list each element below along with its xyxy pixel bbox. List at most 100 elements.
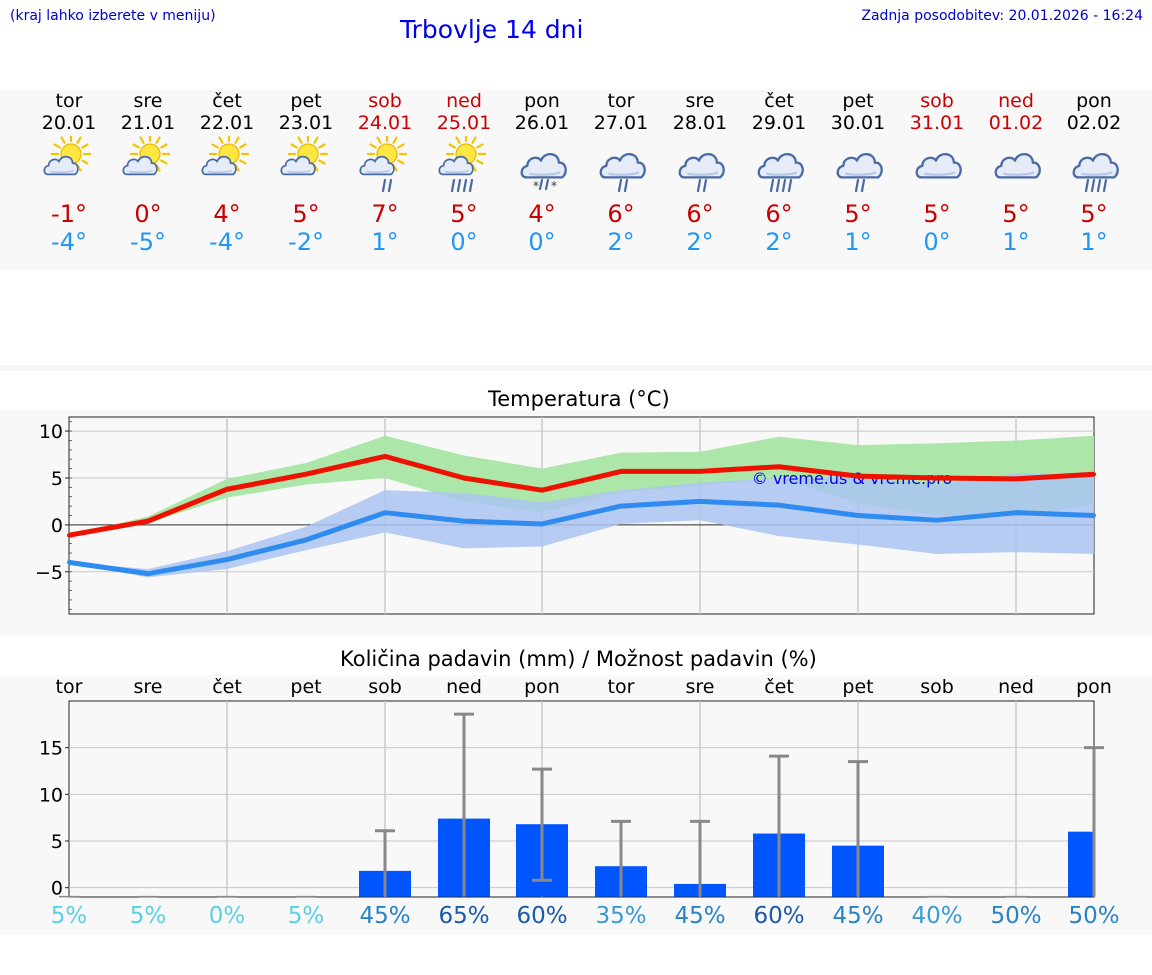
max-temperature-point xyxy=(698,469,702,474)
day-name: ned xyxy=(998,90,1034,112)
max-temperature: 5° xyxy=(844,200,872,228)
max-temperature-point xyxy=(383,454,387,459)
sun-cloud-heavy-rain-icon xyxy=(438,136,487,192)
day-name: pet xyxy=(290,90,322,112)
cloud-shape xyxy=(438,155,474,176)
min-temperature: 2° xyxy=(765,228,793,256)
precipitation-chart: 15 10 5 0 tor sre čet pet sob ned pon tor sre čet pet s… xyxy=(39,676,1112,900)
max-temperature: 6° xyxy=(686,200,714,228)
max-temperature-point xyxy=(462,475,466,480)
day-name: sob xyxy=(368,90,402,112)
raindrop xyxy=(544,178,550,191)
precip-plot-frame xyxy=(68,700,1095,898)
precip-day-label: sre xyxy=(686,676,715,698)
max-temperature: 5° xyxy=(1080,200,1108,228)
day-name: tor xyxy=(55,90,83,112)
precip-chance-label: 0% xyxy=(208,903,246,929)
day-date: 22.01 xyxy=(199,112,255,134)
day-name: čet xyxy=(764,90,794,112)
temperature-chart: 10 5 0 −5 © vreme.us & vreme.pro xyxy=(35,416,1096,615)
precip-chance-label: 5% xyxy=(50,903,88,929)
raindrop xyxy=(381,178,387,192)
min-temperature: 1° xyxy=(1002,228,1030,256)
precip-day-label: tor xyxy=(56,676,83,698)
min-temperature-point xyxy=(225,557,229,562)
sun-cloud-icon xyxy=(122,136,171,176)
max-temperature: -1° xyxy=(51,200,87,228)
min-temperature: 1° xyxy=(1080,228,1108,256)
max-temperature-point xyxy=(1092,472,1096,477)
cloud-rain-icon xyxy=(678,153,725,192)
min-temperature-point xyxy=(540,521,544,526)
day-date: 28.01 xyxy=(672,112,728,134)
raindrop xyxy=(1096,178,1102,192)
precipitation-chance-row: 5% 5% 0% 5% 45% 65% 60% 35% 45% 60% 45% 40% 50% 50% xyxy=(0,903,1152,933)
precip-chance-label: 60% xyxy=(516,903,568,929)
cloud-shape xyxy=(836,153,883,179)
raindrop xyxy=(696,178,702,192)
precip-chance-label: 45% xyxy=(674,903,726,929)
raindrop xyxy=(456,178,462,192)
min-temperature-point xyxy=(1014,510,1018,515)
day-name: ned xyxy=(446,90,482,112)
precip-chance-label: 45% xyxy=(359,903,411,929)
snowflake: * xyxy=(533,179,539,192)
cloud-shape xyxy=(520,153,567,179)
cloud-sleet-icon: * * xyxy=(520,153,567,192)
temp-y-tick-label: 0 xyxy=(51,515,63,537)
raindrop xyxy=(775,178,781,192)
cloud-icon xyxy=(915,153,962,179)
sun-cloud-rain-icon xyxy=(359,136,408,192)
raindrop xyxy=(468,178,474,192)
max-temperature-point xyxy=(146,519,150,524)
raindrop xyxy=(769,178,775,192)
day-name: pet xyxy=(842,90,874,112)
precip-chance-label: 50% xyxy=(1068,903,1120,929)
sun-cloud-icon xyxy=(201,136,250,176)
min-temperature: -4° xyxy=(209,228,245,256)
max-temperature-point xyxy=(777,464,781,469)
max-temperature-line xyxy=(68,453,1095,538)
precip-day-label: pet xyxy=(290,676,321,698)
min-temperature-point xyxy=(777,503,781,508)
raindrop xyxy=(854,178,860,192)
precip-chance-label: 5% xyxy=(129,903,167,929)
precip-y-tick-label: 10 xyxy=(39,784,63,806)
raindrop xyxy=(1090,178,1096,192)
raindrop xyxy=(623,178,629,192)
cloud-shape xyxy=(359,155,395,176)
day-name: sre xyxy=(133,90,163,112)
temp-y-tick-label: 5 xyxy=(51,468,63,490)
temp-y-tick-label: −5 xyxy=(35,562,63,584)
divider xyxy=(0,365,1152,371)
cloud-shape xyxy=(43,155,79,176)
cloud-shape xyxy=(1072,153,1119,179)
day-date: 21.01 xyxy=(120,112,176,134)
cloud-shape xyxy=(280,155,316,176)
max-temperature: 4° xyxy=(528,200,556,228)
max-temperature: 5° xyxy=(450,200,478,228)
min-temperature-range-band xyxy=(69,473,1094,578)
max-temperature-point xyxy=(1014,476,1018,481)
min-temperature-point xyxy=(856,513,860,518)
day-date: 27.01 xyxy=(593,112,649,134)
max-temperature: 0° xyxy=(134,200,162,228)
watermark: © vreme.us & vreme.pro xyxy=(752,469,953,488)
max-temperature-point xyxy=(935,475,939,480)
day-date: 01.02 xyxy=(988,112,1044,134)
cloud-heavy-rain-icon xyxy=(757,153,804,192)
day-date: 29.01 xyxy=(751,112,807,134)
day-name: tor xyxy=(607,90,635,112)
max-temperature-point xyxy=(540,488,544,493)
max-temperature-point xyxy=(856,474,860,479)
temperature-chart-title: Temperatura (°C) xyxy=(488,387,670,411)
precip-day-label: tor xyxy=(608,676,635,698)
cloud-icon xyxy=(994,153,1041,179)
min-temperature-point xyxy=(67,560,71,565)
region-menu-link[interactable]: (kraj lahko izberete v meniju) xyxy=(10,8,216,24)
max-temperature: 4° xyxy=(213,200,241,228)
temp-y-tick-label: 10 xyxy=(39,421,63,443)
precip-y-tick-label: 0 xyxy=(51,878,63,900)
cloud-rain-icon xyxy=(599,153,646,192)
day-date: 30.01 xyxy=(830,112,886,134)
